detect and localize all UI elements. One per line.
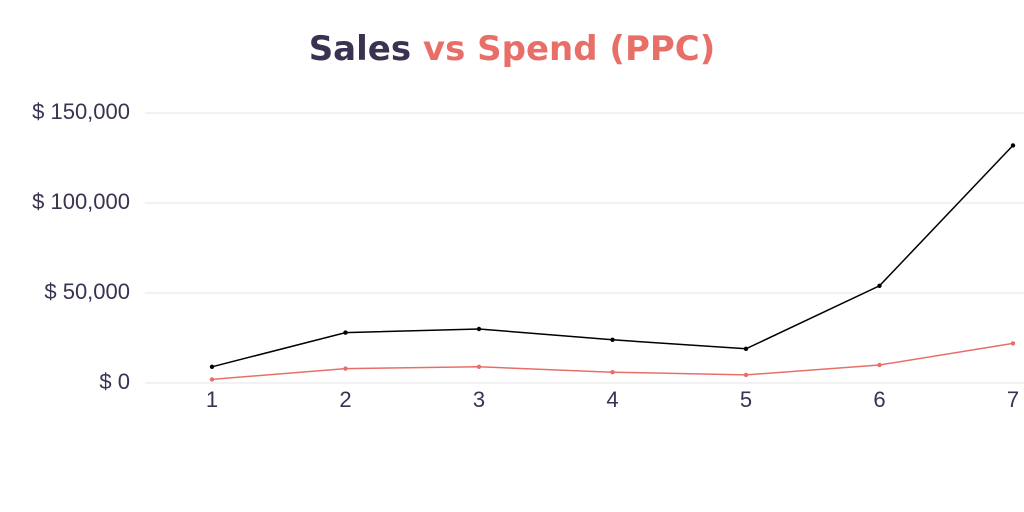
data-point [209,364,215,369]
x-tick-label: 4 [606,387,618,412]
data-point [877,362,882,368]
data-point [1010,143,1016,148]
x-tick-label: 5 [740,387,752,412]
title-part: vs Spend (PPC) [423,29,715,69]
data-point [343,330,348,335]
data-point [610,337,615,342]
data-point [476,364,482,369]
x-tick-label: 7 [1007,387,1019,412]
data-point [877,283,882,288]
data-point [743,346,749,351]
x-tick-label: 1 [206,387,218,412]
x-tick-label: 3 [473,387,485,412]
title-part: Sales [309,29,411,69]
x-tick-label: 6 [873,387,885,412]
x-tick-label: 2 [339,387,351,412]
y-tick-label: $ 100,000 [32,189,130,214]
data-point [610,370,615,375]
y-tick-label: $ 150,000 [32,99,130,124]
data-point [1010,341,1016,346]
chart-title: Sales vs Spend (PPC) [309,29,716,69]
y-tick-label: $ 0 [99,369,130,394]
data-point [476,326,482,332]
y-tick-label: $ 50,000 [44,279,130,304]
data-point [743,372,749,378]
data-point [209,377,215,382]
series-line [211,144,1014,368]
data-point [343,366,348,371]
